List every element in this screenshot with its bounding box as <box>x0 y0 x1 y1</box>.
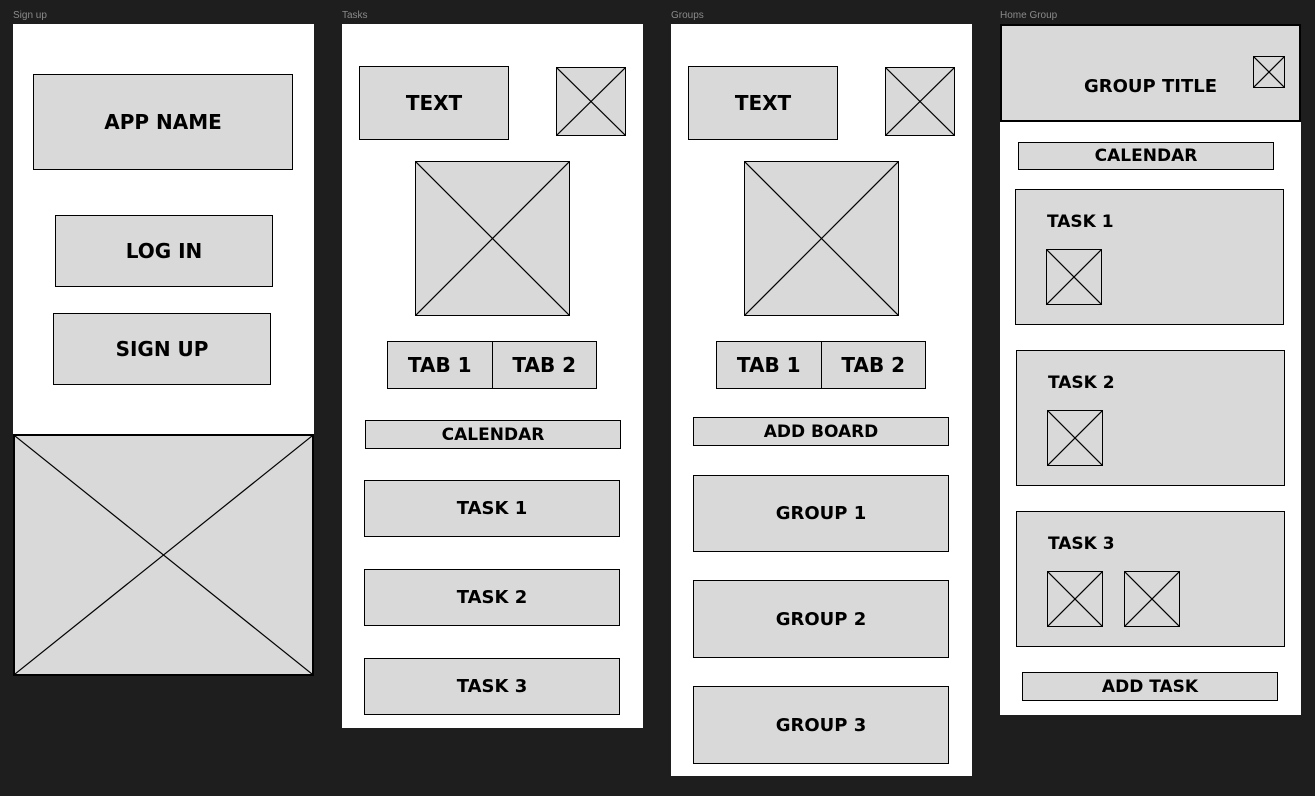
group-image-placeholder-icon <box>1253 56 1285 88</box>
login-button[interactable]: LOG IN <box>55 215 273 287</box>
group-3-item[interactable]: GROUP 3 <box>693 686 949 764</box>
frame-label-tasks: Tasks <box>342 10 368 21</box>
task-1-item[interactable]: TASK 1 <box>364 480 620 537</box>
group-2-item[interactable]: GROUP 2 <box>693 580 949 658</box>
app-name-box: APP NAME <box>33 74 293 170</box>
group-1-item[interactable]: GROUP 1 <box>693 475 949 552</box>
task-3-title: TASK 3 <box>1048 534 1115 554</box>
hero-image-placeholder-icon <box>13 434 314 676</box>
task-1-image-placeholder-icon <box>1046 249 1102 305</box>
signup-button[interactable]: SIGN UP <box>53 313 271 385</box>
header-image-placeholder-icon <box>885 67 955 136</box>
tab-bar: TAB 1 TAB 2 <box>387 341 597 389</box>
task-1-title: TASK 1 <box>1047 212 1114 232</box>
frame-label-groups: Groups <box>671 10 704 21</box>
frame-sign-up: APP NAME LOG IN SIGN UP <box>13 24 314 676</box>
tab-2[interactable]: TAB 2 <box>491 342 597 388</box>
frame-groups: TEXT TAB 1 TAB 2 ADD BOARD GROUP 1 GROUP… <box>671 24 972 776</box>
task-2-item[interactable]: TASK 2 <box>364 569 620 626</box>
add-board-button[interactable]: ADD BOARD <box>693 417 949 446</box>
frame-tasks: TEXT TAB 1 TAB 2 CALENDAR TASK 1 TASK 2 … <box>342 24 643 728</box>
group-title: GROUP TITLE <box>1083 75 1218 97</box>
frame-home-group: GROUP TITLE CALENDAR TASK 1 TASK 2 TASK … <box>1000 24 1301 715</box>
task-2-title: TASK 2 <box>1048 373 1115 393</box>
task-3-image-2-placeholder-icon <box>1124 571 1180 627</box>
add-task-button[interactable]: ADD TASK <box>1022 672 1278 701</box>
task-3-image-placeholder-icon <box>1047 571 1103 627</box>
calendar-button[interactable]: CALENDAR <box>365 420 621 449</box>
header-text-box: TEXT <box>688 66 838 140</box>
tab-bar: TAB 1 TAB 2 <box>716 341 926 389</box>
frame-label-sign-up: Sign up <box>13 10 47 21</box>
task-3-item[interactable]: TASK 3 <box>364 658 620 715</box>
group-title-header: GROUP TITLE <box>1000 24 1301 122</box>
main-image-placeholder-icon <box>744 161 899 316</box>
header-image-placeholder-icon <box>556 67 626 136</box>
frame-label-home-group: Home Group <box>1000 10 1058 21</box>
tab-1[interactable]: TAB 1 <box>736 353 801 377</box>
main-image-placeholder-icon <box>415 161 570 316</box>
calendar-button[interactable]: CALENDAR <box>1018 142 1274 170</box>
header-text-box: TEXT <box>359 66 509 140</box>
tab-2[interactable]: TAB 2 <box>820 342 926 388</box>
tab-1[interactable]: TAB 1 <box>407 353 472 377</box>
task-2-image-placeholder-icon <box>1047 410 1103 466</box>
